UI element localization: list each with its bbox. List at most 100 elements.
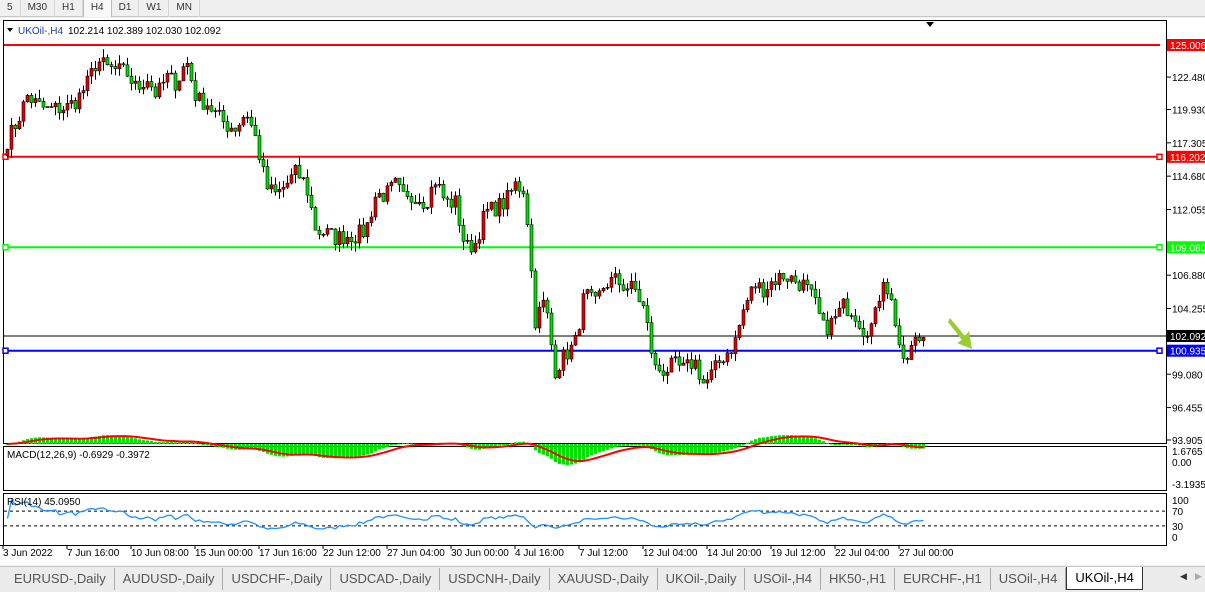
candle-body (317, 229, 322, 235)
tab-scroll-right-icon[interactable]: ▶ (1195, 571, 1202, 581)
timeframe-d1[interactable]: D1 (112, 0, 140, 17)
timeframe-h4[interactable]: H4 (82, 0, 112, 17)
level-handle[interactable] (2, 347, 9, 354)
candle (885, 278, 890, 299)
macd-histogram-bar (798, 436, 801, 444)
chart-tab[interactable]: XAUUSD-,Daily (550, 568, 658, 590)
macd-histogram-bar (402, 443, 405, 445)
candle (709, 361, 714, 383)
price-axis-label: 114.680 (1172, 172, 1205, 183)
candle-body (465, 239, 470, 242)
candle-body (553, 344, 558, 379)
chart-tab[interactable]: USOil-,H4 (991, 568, 1067, 590)
candle (677, 351, 682, 372)
candle-body (625, 288, 630, 291)
macd-histogram-bar (354, 444, 357, 458)
chart-tab[interactable]: AUDUSD-,Daily (115, 568, 224, 590)
candle (317, 225, 322, 240)
macd-histogram-bar (586, 444, 589, 458)
timeframe-h1[interactable]: H1 (55, 0, 83, 17)
candle (77, 88, 82, 114)
candle (353, 234, 358, 252)
candle (165, 70, 170, 89)
candle-body (769, 281, 774, 290)
chart-tab[interactable]: UKOil-,Daily (658, 568, 746, 590)
candle-body (297, 164, 302, 179)
candle-body (605, 287, 610, 289)
timeframe-mn[interactable]: MN (169, 0, 200, 17)
candle (513, 177, 518, 194)
chart-tab[interactable]: USOil-,H4 (745, 568, 821, 590)
candle (153, 83, 158, 99)
candle (217, 101, 222, 116)
candle (505, 182, 510, 217)
candle-body (221, 110, 226, 123)
candle-body (349, 236, 354, 243)
chart-tab[interactable]: EURUSD-,Daily (0, 568, 115, 590)
macd-histogram-bar (198, 443, 201, 445)
candle (625, 283, 630, 297)
macd-histogram-bar (298, 444, 301, 455)
candle-body (517, 181, 522, 192)
macd-histogram-bar (282, 444, 285, 457)
macd-histogram-bar (782, 435, 785, 444)
candle-body (637, 289, 642, 303)
candle-body (17, 120, 22, 130)
price-tag-label: 109.080 (1170, 243, 1205, 254)
candle (849, 312, 854, 320)
macd-histogram-bar (262, 444, 265, 452)
macd-histogram-bar (382, 444, 385, 449)
candle (365, 221, 370, 244)
candle-body (177, 80, 182, 91)
macd-histogram-bar (82, 438, 85, 444)
candle-body (325, 228, 330, 235)
candle (573, 331, 578, 347)
macd-histogram-bar (818, 439, 821, 444)
candle (481, 203, 486, 244)
macd-histogram-bar (50, 437, 53, 444)
candle (421, 196, 426, 213)
chart-tab[interactable]: USDCHF-,Daily (223, 568, 332, 590)
level-handle[interactable] (1156, 244, 1163, 251)
candle-body (561, 349, 566, 371)
candle-body (437, 183, 442, 186)
candle (661, 363, 666, 382)
candle-body (173, 72, 178, 91)
candle (793, 269, 798, 284)
down-arrow-icon[interactable] (948, 318, 972, 349)
candle-body (321, 234, 326, 236)
dropdown-triangle-icon[interactable] (7, 28, 13, 32)
timeframe-m30[interactable]: M30 (21, 0, 56, 17)
candle-body (573, 335, 578, 346)
timeframe-w1[interactable]: W1 (139, 0, 170, 17)
chart-window[interactable]: 125.006 116.202 109.080 100.935 102.092 122.… (0, 18, 1205, 565)
candle (749, 286, 754, 304)
chart-tab[interactable]: UKOil-,H4 (1066, 567, 1143, 590)
chart-shift-marker-icon[interactable] (926, 22, 934, 27)
candle (121, 61, 126, 67)
candle (209, 99, 214, 113)
candle-body (209, 105, 214, 112)
macd-histogram-bar (838, 444, 841, 445)
level-handle[interactable] (2, 244, 9, 251)
candle (33, 93, 38, 107)
candle-body (249, 116, 254, 126)
candle-body (341, 231, 346, 245)
candle-body (301, 177, 306, 179)
chart-tab[interactable]: USDCNH-,Daily (440, 568, 550, 590)
candle-body (273, 184, 278, 193)
timeframe-5[interactable]: 5 (0, 0, 21, 17)
tab-scroll-left-icon[interactable]: ◀ (1180, 571, 1187, 581)
macd-histogram-bar (90, 436, 93, 444)
candle (613, 266, 618, 285)
level-handle[interactable] (1156, 347, 1163, 354)
chart-canvas[interactable]: 125.006 116.202 109.080 100.935 102.092 122.… (0, 18, 1205, 565)
level-handle[interactable] (1156, 153, 1163, 161)
chart-tab[interactable]: EURCHF-,H1 (895, 568, 991, 590)
candle (713, 353, 718, 379)
candle-body (145, 81, 150, 88)
chart-tab[interactable]: HK50-,H1 (821, 568, 896, 590)
chart-tab[interactable]: USDCAD-,Daily (331, 568, 441, 590)
candle (329, 228, 334, 230)
candle (801, 273, 806, 294)
